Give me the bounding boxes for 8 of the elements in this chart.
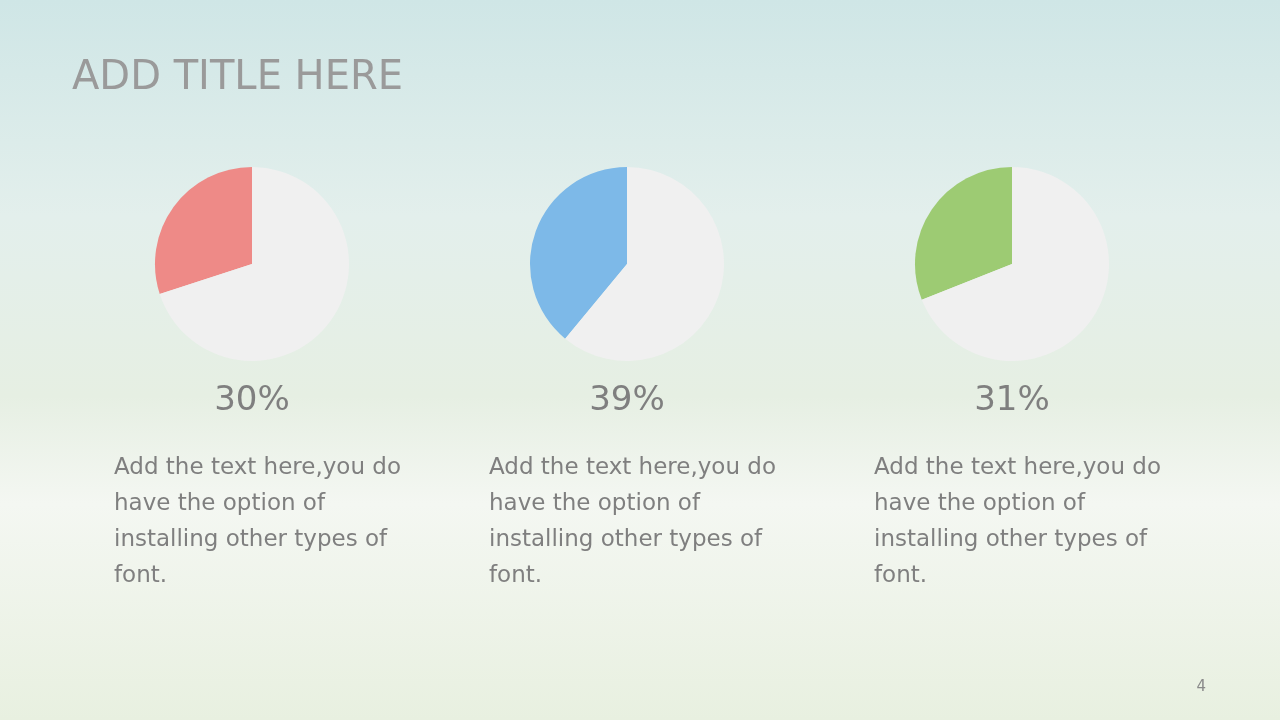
text: 30% bbox=[213, 378, 291, 418]
text: 4 bbox=[1196, 677, 1206, 695]
text: Add the text here,you do have the option of installing other types of font. bbox=[489, 452, 777, 589]
text: 39% bbox=[588, 378, 666, 418]
chart-title: ADD TITLE HERE bbox=[72, 52, 404, 98]
text: 31% bbox=[973, 378, 1051, 418]
text: Add the text here,you do have the option of installing other types of font. bbox=[114, 452, 402, 589]
text: Add the text here,you do have the option of installing other types of font. bbox=[874, 452, 1162, 589]
